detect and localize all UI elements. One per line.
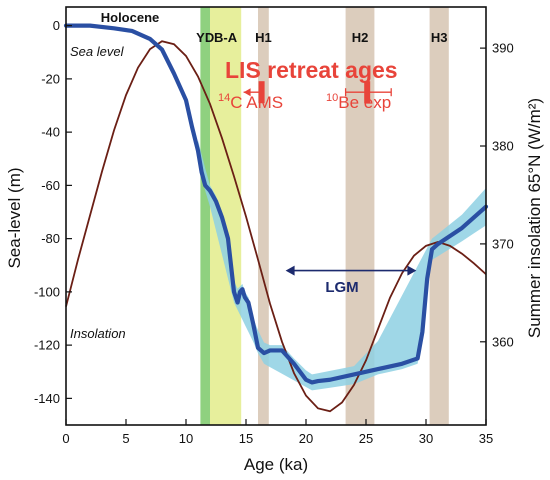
y-tick-label--40: -40: [41, 125, 60, 140]
band-yd: [200, 7, 210, 425]
sea-level-uncertainty-band: [198, 140, 486, 391]
y-tick-label--100: -100: [34, 284, 60, 299]
x-tick-label-25: 25: [359, 431, 373, 446]
x-tick-label-15: 15: [239, 431, 253, 446]
lgm-arrowhead-left: [285, 265, 295, 276]
lgm-label: LGM: [325, 279, 358, 296]
y2-tick-label-380: 380: [492, 139, 514, 154]
y-tick-label--120: -120: [34, 338, 60, 353]
be10-superscript: 10: [326, 92, 338, 104]
band-labels-layer: YD B-A H1 H2 H3: [196, 30, 447, 45]
lis-retreat-title: LIS retreat ages: [225, 57, 398, 83]
y2-tick-label-370: 370: [492, 236, 514, 251]
y2-axis-label: Summer insolation 65°N (W/m²): [525, 98, 544, 338]
x-tick-label-30: 30: [419, 431, 433, 446]
be10-exp-label: 10Be exp: [326, 92, 391, 112]
band-h3: [429, 7, 449, 425]
c14-ams-label: 14C AMS: [218, 92, 283, 112]
y2-tick-label-390: 390: [492, 41, 514, 56]
x-tick-label-5: 5: [122, 431, 129, 446]
bands-layer: [200, 7, 449, 425]
y-tick-label-0: 0: [53, 18, 60, 33]
y-axis-label: Sea-level (m): [5, 167, 24, 268]
y-tick-label--60: -60: [41, 178, 60, 193]
band-label-yd: YD: [196, 30, 214, 45]
band-label-h2: H2: [352, 30, 369, 45]
be10-marker: [364, 81, 371, 104]
insolation-line: [65, 40, 487, 413]
x-tick-label-0: 0: [62, 431, 69, 446]
holocene-label: Holocene: [101, 10, 160, 25]
band-label-h3: H3: [431, 30, 448, 45]
axes-layer: 0 5 10 15 20 25 30 35 0 -20 -40 -60 -80 -100 -120 -140 3…: [34, 6, 514, 446]
x-tick-label-35: 35: [479, 431, 493, 446]
y-tick-label--140: -140: [34, 391, 60, 406]
x-tick-label-10: 10: [179, 431, 193, 446]
annotations-layer: Sea level Insolation LIS retreat ages 14…: [70, 44, 417, 341]
x-axis-label: Age (ka): [244, 455, 308, 474]
c14-marker: [258, 81, 265, 104]
sea-level-label: Sea level: [70, 44, 125, 59]
y2-tick-label-360: 360: [492, 334, 514, 349]
band-h1: [258, 7, 269, 425]
x-tick-label-20: 20: [299, 431, 313, 446]
y-tick-label--80: -80: [41, 231, 60, 246]
plot-frame: [65, 6, 487, 426]
sea-level-line: [63, 23, 489, 385]
lgm-arrowhead-right: [407, 265, 417, 276]
y-tick-label--20: -20: [41, 71, 60, 86]
band-label-b-a: B-A: [214, 30, 238, 45]
series-layer: [63, 23, 489, 413]
insolation-label: Insolation: [70, 326, 126, 341]
c14-arrowhead: [243, 88, 251, 97]
c14-text: C AMS: [230, 93, 283, 112]
band-label-h1: H1: [255, 30, 272, 45]
c14-superscript: 14: [218, 92, 230, 104]
